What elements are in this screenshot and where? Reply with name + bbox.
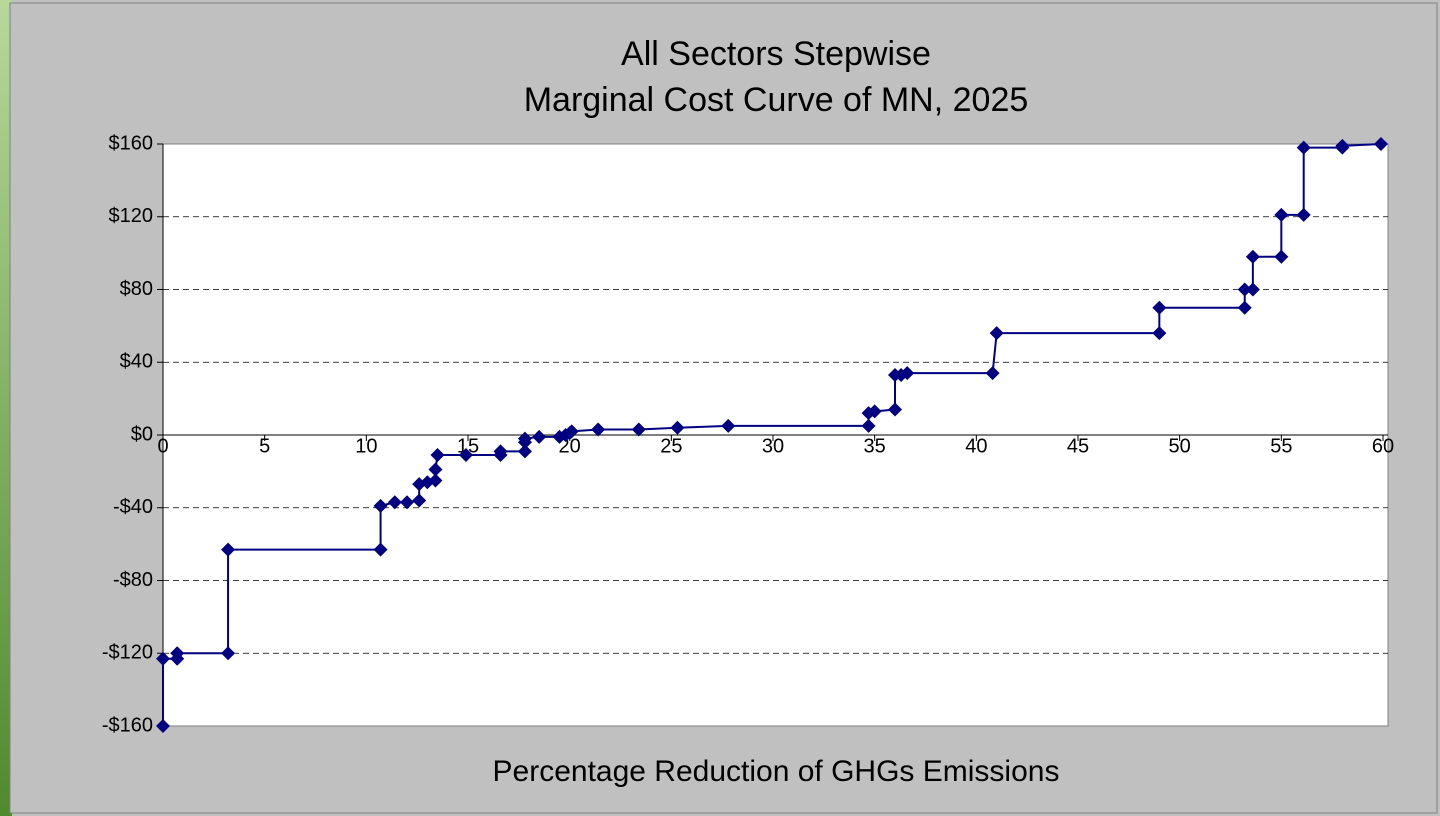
diamond-marker xyxy=(517,431,532,446)
y-tick-label: $40 xyxy=(120,351,153,373)
diamond-marker xyxy=(1152,300,1167,315)
diamond-marker xyxy=(670,420,685,435)
diamond-marker xyxy=(989,326,1004,341)
diamond-marker xyxy=(428,462,443,477)
diamond-marker xyxy=(373,498,388,513)
x-tick-label: 20 xyxy=(559,435,581,457)
y-tick-label: -$160 xyxy=(102,714,153,736)
x-tick-label: 25 xyxy=(660,435,682,457)
x-tick-label: 10 xyxy=(355,435,377,457)
diamond-marker xyxy=(412,493,427,508)
diamond-marker xyxy=(428,473,443,488)
diamond-marker xyxy=(430,448,445,463)
diamond-marker xyxy=(591,422,606,437)
diamond-marker xyxy=(1296,207,1311,222)
diamond-marker xyxy=(1296,140,1311,155)
diamond-marker xyxy=(532,429,547,444)
diamond-marker xyxy=(1245,249,1260,264)
diamond-marker xyxy=(1274,249,1289,264)
diamond-marker xyxy=(861,418,876,433)
diamond-marker xyxy=(1274,207,1289,222)
diamond-marker xyxy=(631,422,646,437)
x-tick-label: 60 xyxy=(1372,435,1394,457)
diamond-marker xyxy=(373,542,388,557)
x-tick-label: 35 xyxy=(864,435,886,457)
side-strip xyxy=(0,0,12,816)
y-tick-label: -$80 xyxy=(113,569,153,591)
diamond-marker xyxy=(1152,326,1167,341)
y-tick-label: $160 xyxy=(109,132,154,154)
x-tick-label: 45 xyxy=(1067,435,1089,457)
x-tick-label: 40 xyxy=(965,435,987,457)
diamond-marker xyxy=(564,424,579,439)
diamond-marker xyxy=(221,646,236,661)
diamond-marker xyxy=(867,404,882,419)
diamond-marker xyxy=(1335,138,1350,153)
x-tick-label: 30 xyxy=(762,435,784,457)
diamond-marker xyxy=(400,495,414,510)
diamond-marker xyxy=(1237,282,1252,297)
y-tick-label: -$40 xyxy=(113,496,153,518)
x-tick-label: 5 xyxy=(259,435,270,457)
y-tick-label: $120 xyxy=(109,205,154,227)
diamond-marker xyxy=(985,366,1000,381)
diamond-marker xyxy=(458,448,473,463)
diamond-marker xyxy=(387,495,402,510)
y-tick-label: $0 xyxy=(131,423,153,445)
diamond-marker xyxy=(1237,300,1252,315)
x-axis-label: Percentage Reduction of GHGs Emissions xyxy=(493,755,1060,788)
diamond-marker xyxy=(493,444,508,459)
y-tick-label: $80 xyxy=(120,278,153,300)
x-tick-label: 0 xyxy=(157,435,168,457)
diamond-marker xyxy=(1373,137,1388,151)
diamond-marker xyxy=(1245,282,1260,297)
diamond-marker xyxy=(156,719,170,733)
diamond-marker xyxy=(888,402,902,417)
diamond-marker xyxy=(721,418,736,433)
x-tick-label: 50 xyxy=(1169,435,1191,457)
diamond-marker xyxy=(517,444,532,459)
diamond-marker xyxy=(170,646,185,661)
diamond-marker xyxy=(156,651,170,666)
chart-title: All Sectors Stepwise xyxy=(621,35,931,73)
diamond-marker xyxy=(221,542,236,557)
diamond-marker xyxy=(900,366,915,381)
y-tick-label: -$120 xyxy=(102,642,153,664)
chart-title: Marginal Cost Curve of MN, 2025 xyxy=(524,81,1029,119)
x-tick-label: 55 xyxy=(1270,435,1292,457)
